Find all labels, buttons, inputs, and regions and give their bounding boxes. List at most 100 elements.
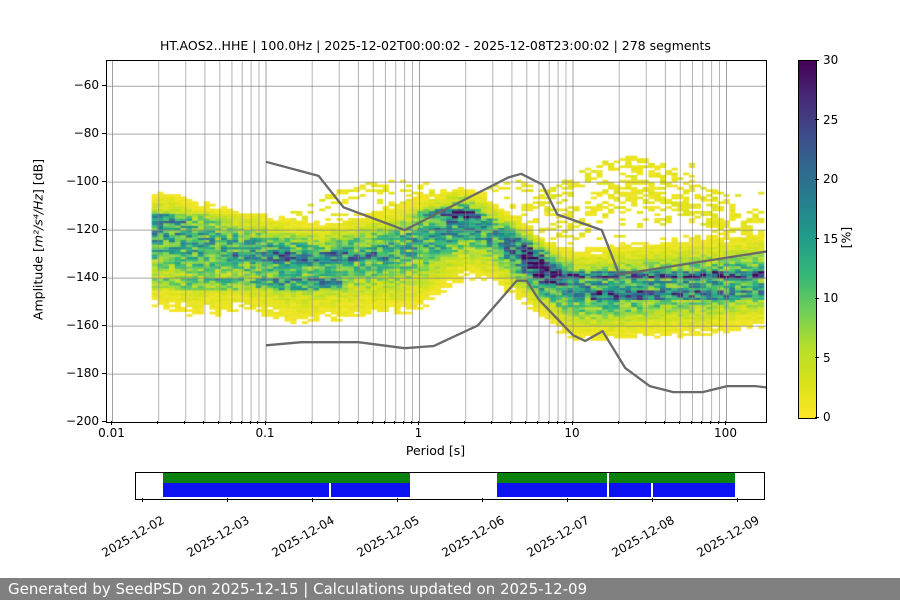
colorbar-tick-label: 0 [823, 410, 831, 424]
x-minor-tick-mark [690, 421, 692, 424]
x-minor-tick-mark [383, 421, 385, 424]
footer-bar: Generated by SeedPSD on 2025-12-15 | Cal… [0, 578, 900, 600]
timeline-blue-segment [609, 483, 651, 497]
timeline-date-label: 2025-12-08 [609, 513, 677, 560]
x-minor-tick-mark [184, 421, 186, 424]
x-tick-mark [111, 421, 112, 425]
timeline-tick-mark [651, 498, 653, 502]
x-minor-tick-mark [556, 421, 558, 424]
x-minor-tick-mark [257, 421, 259, 424]
y-tick-label: −140 [66, 270, 99, 285]
x-tick-label: 1 [414, 426, 423, 440]
x-minor-tick-mark [491, 421, 493, 424]
y-tick-mark [102, 132, 106, 134]
x-minor-tick-mark [230, 421, 232, 424]
x-minor-tick-mark [394, 421, 396, 424]
x-minor-tick-mark [157, 421, 159, 424]
x-minor-tick-mark [371, 421, 373, 424]
colorbar-tick-mark [815, 59, 819, 61]
y-tick-label: −120 [66, 222, 99, 237]
timeline-date-label: 2025-12-03 [184, 513, 252, 560]
colorbar-tick-label: 20 [823, 172, 839, 186]
x-minor-tick-mark [218, 421, 220, 424]
timeline-blue-segment [653, 483, 735, 497]
x-tick-mark [264, 421, 266, 425]
plot-area [106, 60, 767, 423]
timeline-date-label: 2025-12-07 [524, 513, 592, 560]
y-tick-mark [102, 84, 106, 86]
x-minor-tick-mark [663, 421, 665, 424]
x-minor-tick-mark [701, 421, 703, 424]
x-minor-tick-mark [617, 421, 619, 424]
x-tick-label: 0.1 [255, 426, 275, 440]
timeline-tick-mark [226, 498, 228, 502]
y-tick-mark [102, 420, 106, 422]
x-minor-tick-mark [644, 421, 646, 424]
x-tick-mark [725, 421, 726, 425]
timeline-blue-segment [163, 483, 329, 497]
timeline-tick-mark [566, 498, 568, 502]
timeline-date-label: 2025-12-09 [694, 513, 762, 560]
timeline-date-label: 2025-12-06 [439, 513, 507, 560]
colorbar-tick-mark [815, 297, 819, 299]
timeline-blue-segment [331, 483, 410, 497]
timeline-green-segment [497, 473, 607, 483]
timeline-green-segment [609, 473, 735, 483]
data-availability-bar [135, 472, 765, 500]
x-minor-tick-mark [537, 421, 539, 424]
footer-text: Generated by SeedPSD on 2025-12-15 | Cal… [8, 580, 588, 598]
x-minor-tick-mark [547, 421, 549, 424]
x-minor-tick-mark [356, 421, 358, 424]
colorbar-tick-label: 30 [823, 53, 839, 67]
x-minor-tick-mark [510, 421, 512, 424]
timeline-tick-mark [736, 498, 738, 502]
timeline-green-segment [163, 473, 410, 483]
y-tick-label: −200 [66, 414, 99, 429]
colorbar-tick-mark [815, 238, 819, 239]
colorbar [798, 60, 817, 419]
y-tick-mark [102, 228, 106, 230]
x-minor-tick-mark [249, 421, 251, 424]
colorbar-tick-mark [815, 357, 819, 358]
ppsd-heatmap [107, 61, 766, 422]
colorbar-tick-mark [815, 416, 819, 418]
timeline-tick-mark [141, 498, 143, 502]
y-tick-mark [102, 276, 106, 278]
timeline-date-label: 2025-12-04 [269, 513, 337, 560]
x-minor-tick-mark [564, 421, 566, 424]
timeline-date-label: 2025-12-05 [354, 513, 422, 560]
x-minor-tick-mark [337, 421, 339, 424]
y-tick-mark [102, 324, 106, 326]
timeline-tick-mark [481, 498, 483, 502]
x-tick-mark [571, 421, 573, 425]
timeline-tick-mark [311, 498, 313, 502]
colorbar-label: [%] [838, 226, 854, 249]
plot-title: HT.AOS2..HHE | 100.0Hz | 2025-12-02T00:0… [160, 38, 711, 53]
x-axis-label: Period [s] [405, 443, 466, 458]
colorbar-tick-label: 10 [823, 291, 839, 305]
y-tick-mark [102, 180, 106, 182]
x-minor-tick-mark [203, 421, 205, 424]
y-tick-label: −80 [73, 126, 99, 141]
x-minor-tick-mark [410, 421, 412, 424]
y-tick-label: −60 [73, 78, 99, 93]
colorbar-tick-mark [815, 178, 819, 180]
colorbar-tick-mark [815, 119, 819, 120]
x-minor-tick-mark [678, 421, 680, 424]
colorbar-tick-label: 5 [823, 350, 831, 365]
x-minor-tick-mark [464, 421, 466, 424]
colorbar-tick-label: 15 [823, 231, 839, 246]
y-tick-label: −180 [66, 366, 99, 381]
x-minor-tick-mark [240, 421, 242, 424]
x-minor-tick-mark [710, 421, 712, 424]
y-tick-label: −160 [66, 318, 99, 333]
timeline-blue-segment [497, 483, 607, 497]
x-minor-tick-mark [310, 421, 312, 424]
timeline-date-label: 2025-12-02 [99, 513, 167, 560]
x-minor-tick-mark [403, 421, 405, 424]
y-tick-mark [102, 372, 106, 374]
x-tick-mark [418, 421, 419, 425]
colorbar-tick-label: 25 [823, 112, 839, 127]
y-tick-label: −100 [66, 174, 99, 189]
